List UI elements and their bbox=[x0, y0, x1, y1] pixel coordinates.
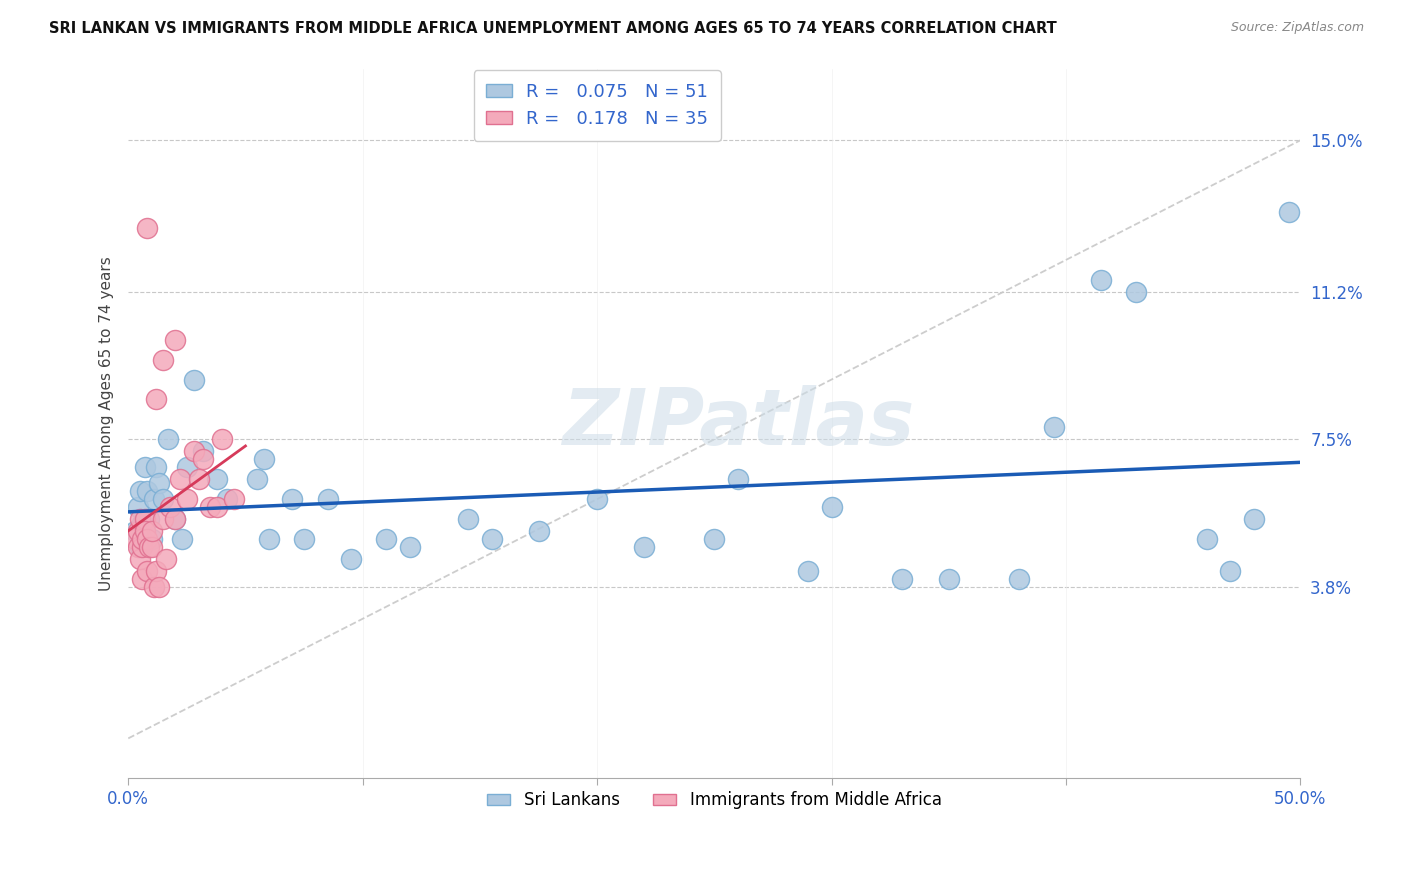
Point bbox=[136, 221, 159, 235]
Point bbox=[134, 532, 156, 546]
Point bbox=[316, 492, 339, 507]
Point bbox=[141, 540, 163, 554]
Point bbox=[172, 532, 194, 546]
Point bbox=[145, 564, 167, 578]
Point bbox=[155, 552, 177, 566]
Point bbox=[148, 476, 170, 491]
Point bbox=[703, 532, 725, 546]
Point bbox=[797, 564, 820, 578]
Y-axis label: Unemployment Among Ages 65 to 74 years: Unemployment Among Ages 65 to 74 years bbox=[100, 256, 114, 591]
Point bbox=[124, 524, 146, 538]
Point bbox=[1195, 532, 1218, 546]
Point bbox=[127, 500, 149, 515]
Point bbox=[1125, 285, 1147, 299]
Point bbox=[176, 460, 198, 475]
Point bbox=[207, 500, 229, 515]
Point bbox=[152, 492, 174, 507]
Point bbox=[211, 433, 233, 447]
Point bbox=[165, 512, 187, 526]
Point bbox=[938, 572, 960, 586]
Point bbox=[1008, 572, 1031, 586]
Point bbox=[159, 500, 181, 515]
Point bbox=[145, 392, 167, 407]
Point bbox=[165, 333, 187, 347]
Point bbox=[143, 580, 166, 594]
Point bbox=[890, 572, 912, 586]
Point bbox=[129, 512, 152, 526]
Point bbox=[152, 512, 174, 526]
Point bbox=[134, 524, 156, 538]
Point bbox=[1243, 512, 1265, 526]
Point bbox=[143, 492, 166, 507]
Point bbox=[129, 540, 152, 554]
Text: ZIPatlas: ZIPatlas bbox=[561, 385, 914, 461]
Point bbox=[176, 492, 198, 507]
Point bbox=[481, 532, 503, 546]
Legend: Sri Lankans, Immigrants from Middle Africa: Sri Lankans, Immigrants from Middle Afri… bbox=[481, 785, 948, 816]
Point bbox=[131, 572, 153, 586]
Point bbox=[136, 564, 159, 578]
Point bbox=[131, 532, 153, 546]
Text: Source: ZipAtlas.com: Source: ZipAtlas.com bbox=[1230, 21, 1364, 35]
Point bbox=[215, 492, 238, 507]
Point bbox=[165, 512, 187, 526]
Point bbox=[148, 580, 170, 594]
Point bbox=[1090, 273, 1112, 287]
Point bbox=[207, 472, 229, 486]
Point bbox=[134, 512, 156, 526]
Point bbox=[375, 532, 398, 546]
Point bbox=[131, 532, 153, 546]
Point bbox=[131, 540, 153, 554]
Point bbox=[1219, 564, 1241, 578]
Point bbox=[586, 492, 609, 507]
Point bbox=[820, 500, 842, 515]
Text: SRI LANKAN VS IMMIGRANTS FROM MIDDLE AFRICA UNEMPLOYMENT AMONG AGES 65 TO 74 YEA: SRI LANKAN VS IMMIGRANTS FROM MIDDLE AFR… bbox=[49, 21, 1057, 37]
Point bbox=[145, 460, 167, 475]
Point bbox=[457, 512, 479, 526]
Point bbox=[527, 524, 550, 538]
Point bbox=[253, 452, 276, 467]
Point bbox=[193, 452, 215, 467]
Point bbox=[1278, 205, 1301, 219]
Point bbox=[141, 524, 163, 538]
Point bbox=[183, 444, 205, 458]
Point bbox=[141, 532, 163, 546]
Point bbox=[246, 472, 269, 486]
Point bbox=[131, 516, 153, 530]
Point bbox=[633, 540, 655, 554]
Point bbox=[134, 460, 156, 475]
Point bbox=[169, 472, 191, 486]
Point bbox=[124, 532, 146, 546]
Point bbox=[129, 552, 152, 566]
Point bbox=[398, 540, 420, 554]
Point bbox=[127, 540, 149, 554]
Point bbox=[257, 532, 280, 546]
Point bbox=[183, 372, 205, 386]
Point bbox=[200, 500, 222, 515]
Point bbox=[129, 484, 152, 499]
Point bbox=[157, 433, 180, 447]
Point bbox=[1043, 420, 1066, 434]
Point bbox=[187, 472, 209, 486]
Point bbox=[340, 552, 363, 566]
Point bbox=[138, 540, 160, 554]
Point bbox=[193, 444, 215, 458]
Point bbox=[138, 512, 160, 526]
Point bbox=[136, 532, 159, 546]
Point bbox=[152, 352, 174, 367]
Point bbox=[222, 492, 245, 507]
Point bbox=[136, 484, 159, 499]
Point bbox=[292, 532, 315, 546]
Point bbox=[281, 492, 304, 507]
Point bbox=[727, 472, 749, 486]
Point bbox=[127, 524, 149, 538]
